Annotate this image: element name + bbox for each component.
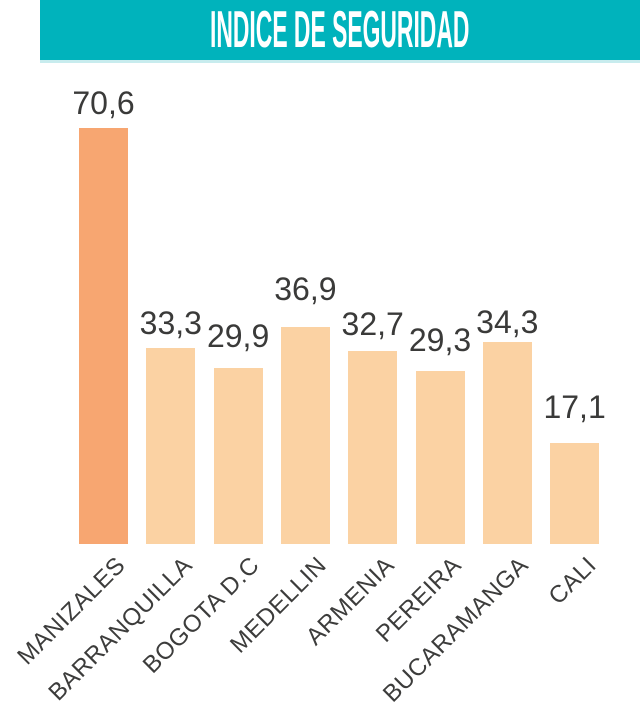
bar-value-label: 29,9 [206, 318, 270, 354]
bar-armenia [348, 351, 398, 544]
chart-header: INDICE DE SEGURIDAD [40, 0, 640, 63]
bar-pereira [415, 371, 465, 544]
bar-bucaramanga [482, 342, 532, 544]
bar-manizales [79, 128, 128, 544]
bar-value-label: 34,3 [476, 304, 539, 340]
bar-value-label: 33,3 [139, 305, 202, 341]
bar-medellin [280, 327, 330, 544]
bar-value-label: 70,6 [72, 85, 135, 121]
chart-title: INDICE DE SEGURIDAD [210, 1, 470, 59]
bar-cali [550, 443, 600, 544]
bar-value-label: 36,9 [274, 271, 337, 307]
bar-value-label: 32,7 [341, 306, 404, 342]
bar-value-label: 29,3 [408, 322, 472, 358]
bar-barranquilla [146, 348, 196, 544]
bar-bogota-d-c [213, 368, 263, 544]
bar-value-label: 17,1 [543, 389, 606, 425]
